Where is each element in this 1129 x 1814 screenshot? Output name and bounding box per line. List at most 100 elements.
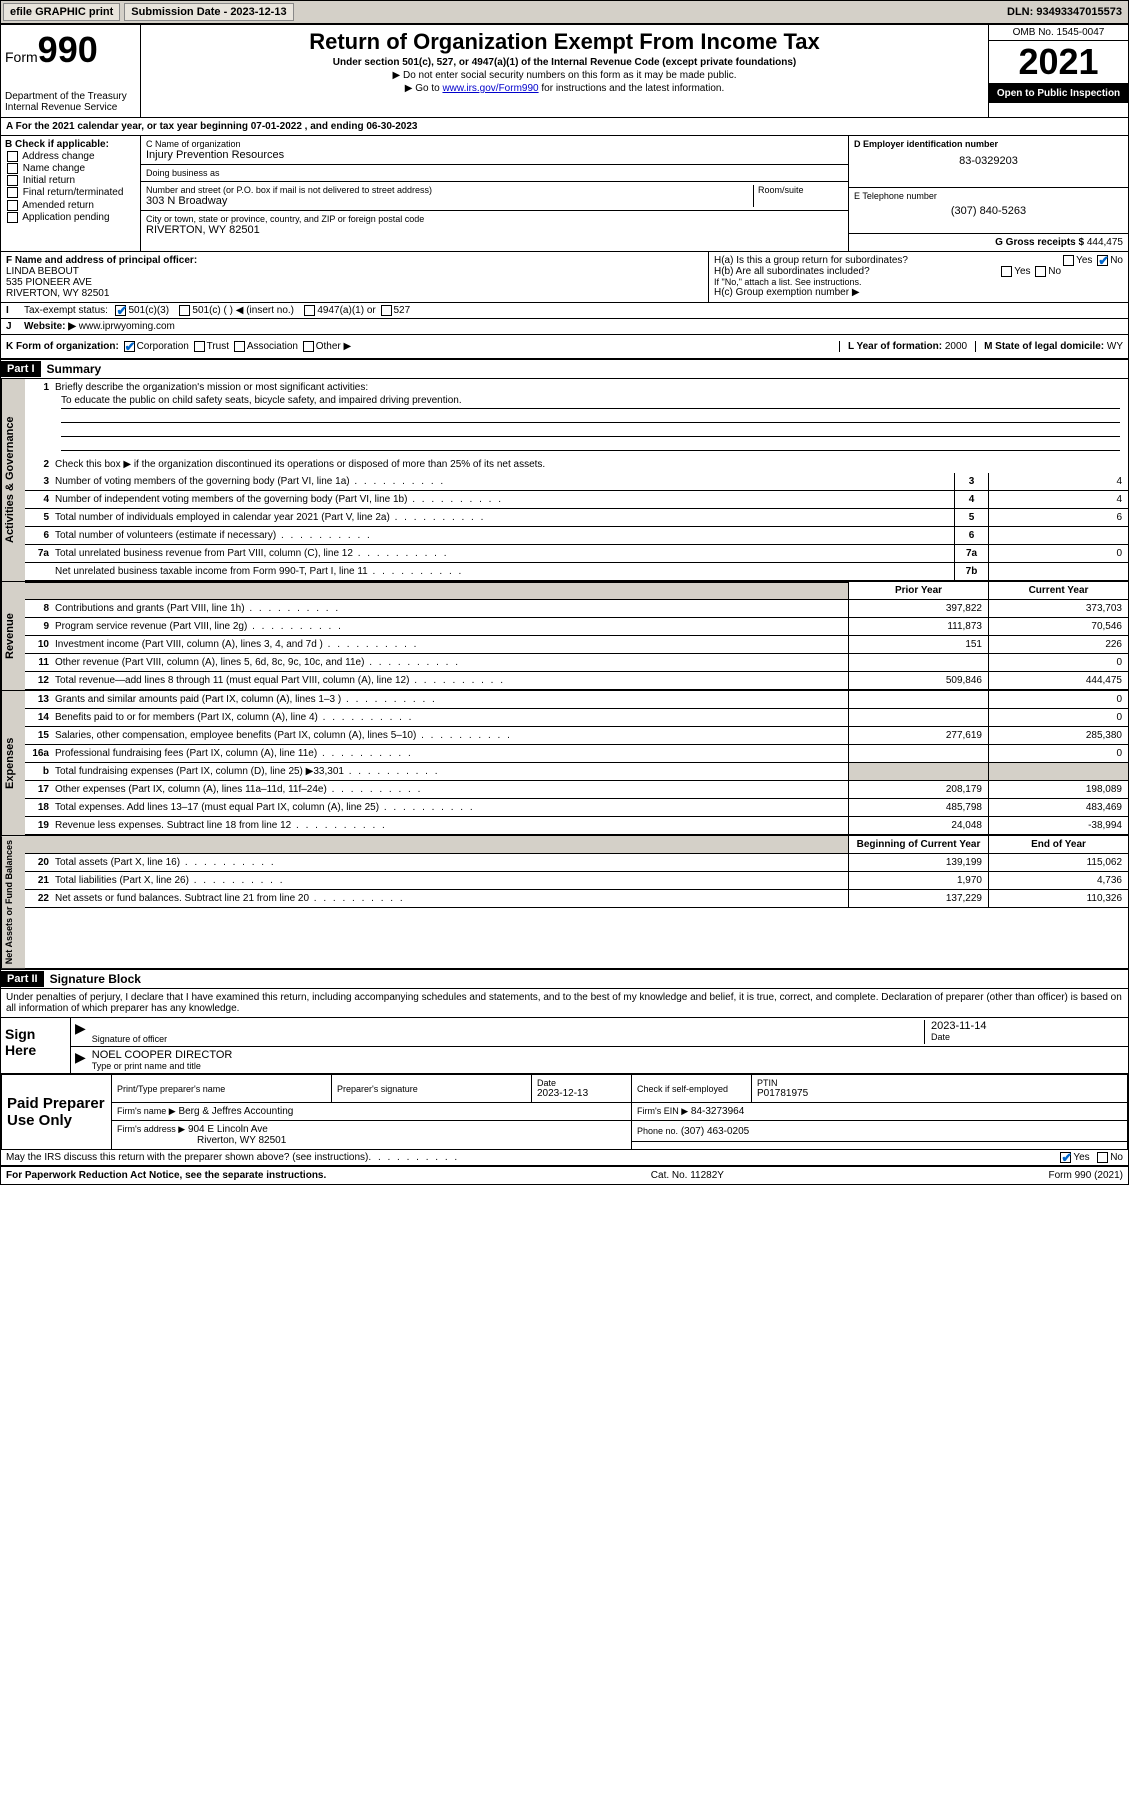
street-address: 303 N Broadway (146, 195, 753, 207)
addr-label: Number and street (or P.O. box if mail i… (146, 185, 753, 195)
b-label: B Check if applicable: (5, 139, 136, 150)
summary-line: 18Total expenses. Add lines 13–17 (must … (25, 799, 1128, 817)
chk-501c3[interactable] (115, 305, 126, 316)
city-value: RIVERTON, WY 82501 (146, 224, 843, 236)
q2-text: Check this box ▶ if the organization dis… (55, 459, 545, 470)
part1-title: Summary (41, 360, 108, 378)
section-governance: Activities & Governance 1 Briefly descri… (1, 379, 1128, 582)
tax-year: 2021 (989, 41, 1128, 84)
vtab-revenue: Revenue (1, 582, 25, 690)
chk-final-return[interactable]: Final return/terminated (5, 187, 136, 198)
chk-trust[interactable] (194, 341, 205, 352)
h-c: H(c) Group exemption number ▶ (714, 287, 1123, 298)
summary-line: 19Revenue less expenses. Subtract line 1… (25, 817, 1128, 835)
firm-phone: (307) 463-0205 (681, 1126, 749, 1137)
form-note2: ▶ Go to www.irs.gov/Form990 for instruct… (149, 83, 980, 94)
line-a-text: For the 2021 calendar year, or tax year … (16, 121, 418, 132)
col-h: H(a) Is this a group return for subordin… (708, 252, 1128, 302)
ein-value: 83-0329203 (854, 155, 1123, 167)
phone-value: (307) 840-5263 (854, 205, 1123, 217)
col-deg: D Employer identification number 83-0329… (848, 136, 1128, 251)
mission-text: To educate the public on child safety se… (61, 395, 1120, 409)
chk-discuss-no[interactable] (1097, 1152, 1108, 1163)
col-prior: Prior Year (848, 582, 988, 599)
header-left: Form990 Department of the Treasury Inter… (1, 25, 141, 117)
chk-assoc[interactable] (234, 341, 245, 352)
col-current: Current Year (988, 582, 1128, 599)
summary-line: 22Net assets or fund balances. Subtract … (25, 890, 1128, 908)
l-value: 2000 (945, 341, 967, 352)
omb-number: OMB No. 1545-0047 (989, 25, 1128, 41)
m-value: WY (1107, 341, 1123, 352)
vtab-expenses: Expenses (1, 691, 25, 835)
h-a: H(a) Is this a group return for subordin… (714, 255, 1123, 266)
prep-date-label: Date (537, 1078, 556, 1088)
submission-date: Submission Date - 2023-12-13 (124, 3, 293, 21)
firm-addr2: Riverton, WY 82501 (117, 1135, 626, 1146)
k-label: K Form of organization: (6, 341, 119, 352)
firm-ein-label: Firm's EIN ▶ (637, 1106, 688, 1116)
form-header: Form990 Department of the Treasury Inter… (1, 25, 1128, 118)
paid-preparer-label: Paid Preparer Use Only (2, 1075, 112, 1150)
footer: For Paperwork Reduction Act Notice, see … (1, 1166, 1128, 1184)
col-c: C Name of organization Injury Prevention… (141, 136, 848, 251)
col-f: F Name and address of principal officer:… (1, 252, 708, 302)
ptin-value: P01781975 (757, 1088, 1122, 1099)
summary-line: 13Grants and similar amounts paid (Part … (25, 691, 1128, 709)
officer-title-label: Type or print name and title (92, 1061, 1124, 1071)
part2-header: Part II (1, 971, 44, 987)
chk-discuss-yes[interactable] (1060, 1152, 1071, 1163)
form-word: Form (5, 49, 38, 65)
chk-501c[interactable] (179, 305, 190, 316)
summary-line: 12Total revenue—add lines 8 through 11 (… (25, 672, 1128, 690)
dept-label: Department of the Treasury Internal Reve… (5, 91, 136, 113)
dba-label: Doing business as (146, 168, 843, 178)
chk-app-pending[interactable]: Application pending (5, 212, 136, 223)
net-col-headers: Beginning of Current Year End of Year (25, 836, 1128, 854)
section-expenses: Expenses 13Grants and similar amounts pa… (1, 691, 1128, 836)
part2-title: Signature Block (44, 970, 147, 988)
chk-name-change[interactable]: Name change (5, 163, 136, 174)
summary-line: 14Benefits paid to or for members (Part … (25, 709, 1128, 727)
org-name: Injury Prevention Resources (146, 149, 843, 161)
part1-header: Part I (1, 361, 41, 377)
footer-right: Form 990 (2021) (1049, 1170, 1123, 1181)
chk-address-change[interactable]: Address change (5, 151, 136, 162)
efile-label: efile GRAPHIC print (3, 3, 120, 21)
chk-527[interactable] (381, 305, 392, 316)
open-public-badge: Open to Public Inspection (989, 84, 1128, 103)
sign-here-row: Sign Here ▶ Signature of officer 2023-11… (1, 1018, 1128, 1074)
gross-value: 444,475 (1087, 237, 1123, 248)
gross-label: G Gross receipts $ (995, 237, 1084, 248)
chk-other[interactable] (303, 341, 314, 352)
irs-link[interactable]: www.irs.gov/Form990 (442, 83, 538, 94)
chk-amended[interactable]: Amended return (5, 200, 136, 211)
discuss-row: May the IRS discuss this return with the… (1, 1150, 1128, 1166)
date-label: Date (931, 1032, 1124, 1042)
chk-initial-return[interactable]: Initial return (5, 175, 136, 186)
chk-corp[interactable] (124, 341, 135, 352)
summary-line: 5Total number of individuals employed in… (25, 509, 1128, 527)
section-netassets: Net Assets or Fund Balances Beginning of… (1, 836, 1128, 969)
top-toolbar: efile GRAPHIC print Submission Date - 20… (0, 0, 1129, 24)
section-fh: F Name and address of principal officer:… (1, 252, 1128, 303)
prep-name-label: Print/Type preparer's name (117, 1084, 326, 1094)
summary-line: 9Program service revenue (Part VIII, lin… (25, 618, 1128, 636)
firm-phone-label: Phone no. (637, 1126, 678, 1136)
f-label: F Name and address of principal officer: (6, 255, 703, 266)
discuss-text: May the IRS discuss this return with the… (6, 1152, 368, 1163)
officer-addr1: 535 PIONEER AVE (6, 277, 703, 288)
sig-date: 2023-11-14 (931, 1020, 1124, 1032)
line-a: A For the 2021 calendar year, or tax yea… (1, 118, 1128, 136)
firm-addr-label: Firm's address ▶ (117, 1124, 185, 1134)
chk-4947[interactable] (304, 305, 315, 316)
prep-sig-label: Preparer's signature (337, 1084, 526, 1094)
summary-line: 4Number of independent voting members of… (25, 491, 1128, 509)
vtab-netassets: Net Assets or Fund Balances (1, 836, 25, 968)
firm-name-label: Firm's name ▶ (117, 1106, 176, 1116)
summary-line: 15Salaries, other compensation, employee… (25, 727, 1128, 745)
summary-line: 7aTotal unrelated business revenue from … (25, 545, 1128, 563)
vtab-governance: Activities & Governance (1, 379, 25, 581)
q1-num: 1 (25, 379, 53, 456)
form-title: Return of Organization Exempt From Incom… (149, 29, 980, 55)
